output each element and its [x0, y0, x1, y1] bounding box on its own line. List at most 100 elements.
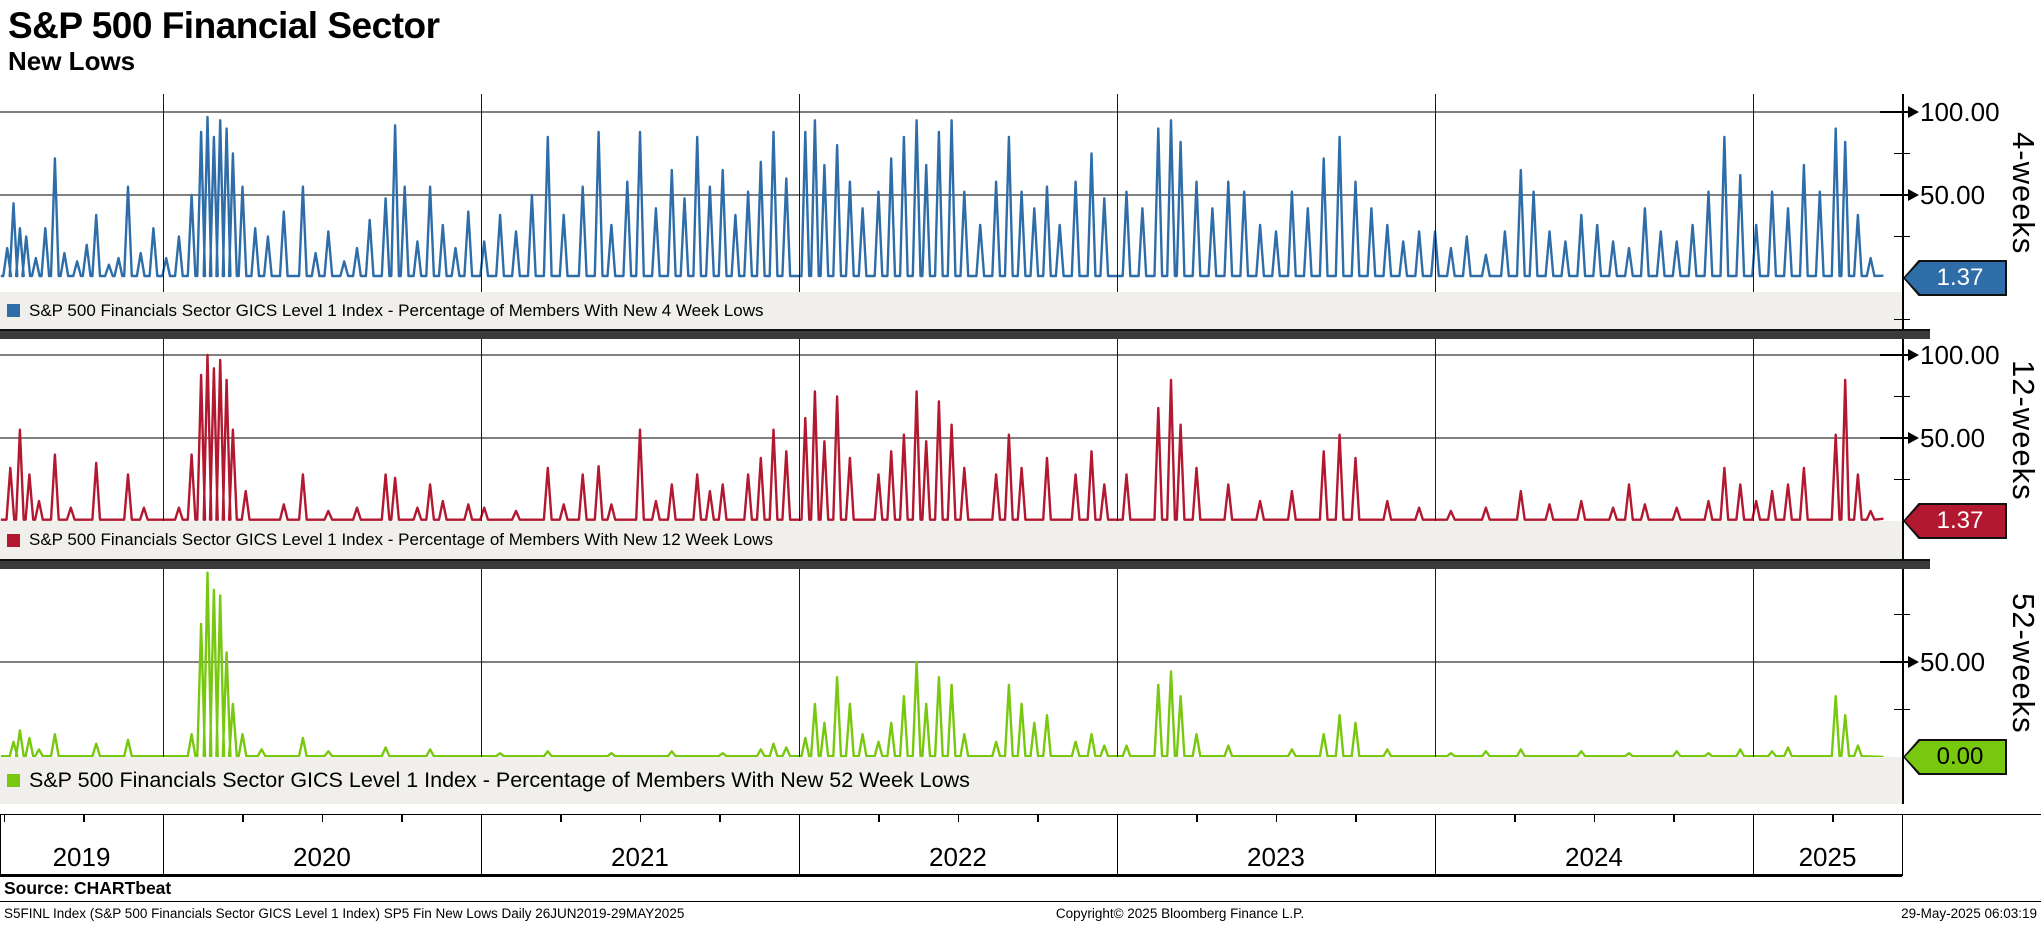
x-tick-quarter [321, 815, 324, 822]
y-tick-minor [1894, 613, 1910, 616]
y-tick-label: 100.00 [1920, 97, 2000, 127]
gridline-year [480, 94, 482, 329]
y-tick-major [1880, 194, 1910, 196]
y-axis-title: 12-weeks [2006, 359, 2041, 501]
legend-4-weeks: S&P 500 Financials Sector GICS Level 1 I… [0, 292, 1902, 329]
y-tick-major [1880, 661, 1910, 663]
y-tick-arrow-icon [1908, 656, 1919, 668]
page-subtitle: New Lows [8, 46, 136, 76]
y-axis-line [1902, 569, 1904, 804]
gridline-year [162, 339, 164, 559]
x-axis: 2019 2020 2021 2022 2023 2024 2025 [0, 814, 2041, 877]
y-tick-arrow-icon [1908, 432, 1919, 444]
x-axis-year-label: 2024 [1565, 842, 1623, 872]
x-axis-year-label: 2022 [929, 842, 987, 872]
x-axis-year-separator [1434, 815, 1436, 876]
x-axis-year-separator [1902, 815, 1903, 876]
gridline-year [480, 339, 482, 559]
x-tick-quarter [401, 815, 403, 822]
legend-label: S&P 500 Financials Sector GICS Level 1 I… [29, 768, 970, 792]
legend-label: S&P 500 Financials Sector GICS Level 1 I… [29, 530, 773, 549]
y-tick-label: 50.00 [1920, 647, 1986, 677]
y-axis-title: 52-weeks [2006, 592, 2041, 734]
gridline-year [480, 569, 482, 804]
timestamp: 29-May-2025 06:03:19 [1901, 906, 2037, 921]
x-axis-year-label: 2025 [1798, 842, 1857, 872]
x-tick-quarter [1673, 815, 1675, 822]
y-tick-label: 50.00 [1920, 180, 1986, 210]
y-tick-minor [1894, 152, 1910, 155]
x-tick-quarter [1832, 815, 1834, 822]
gridline-year [798, 94, 800, 329]
y-tick-minor [1894, 708, 1910, 711]
y-tick-minor [1894, 235, 1910, 238]
x-tick-quarter [878, 815, 880, 822]
x-tick-quarter [83, 815, 85, 822]
security-info: S5FINL Index (S&P 500 Financials Sector … [4, 906, 685, 921]
last-value-text: 1.37 [1936, 507, 1984, 534]
y-tick-arrow-icon [1908, 106, 1919, 118]
x-axis-bottom-border [0, 874, 1902, 877]
gridline-year [162, 94, 164, 329]
gridline-year [162, 569, 164, 804]
y-tick-label: 50.00 [1920, 423, 1986, 453]
y-axis-line [1902, 339, 1904, 559]
x-tick-quarter [1275, 815, 1278, 822]
plot-area-52-weeks [0, 571, 1902, 759]
gridline-year [1116, 569, 1118, 804]
gridline-year [1752, 94, 1754, 329]
x-axis-year-separator [1752, 815, 1754, 876]
gridline-year [1116, 339, 1118, 559]
y-tick-major [1880, 354, 1910, 356]
panel-divider [0, 329, 1930, 339]
gridline-year [1434, 339, 1436, 559]
x-tick-quarter [1355, 815, 1357, 822]
x-axis-year-separator [0, 815, 1, 876]
x-tick-quarter [1514, 815, 1516, 822]
last-value-text: 0.00 [1936, 743, 1984, 770]
gridline-year [1116, 94, 1118, 329]
panel-12-weeks: S&P 500 Financials Sector GICS Level 1 I… [0, 339, 2041, 559]
x-tick-quarter [639, 815, 642, 822]
x-tick-quarter [1593, 815, 1596, 822]
x-tick-quarter [1196, 815, 1198, 822]
gridline-year [798, 569, 800, 804]
x-axis-year-label: 2019 [52, 842, 111, 872]
x-tick-quarter [957, 815, 960, 822]
x-tick-quarter [3, 815, 6, 822]
gridline-year [1434, 94, 1436, 329]
y-axis-title: 4-weeks [2006, 131, 2041, 255]
legend-52-weeks: S&P 500 Financials Sector GICS Level 1 I… [0, 757, 1902, 804]
data-line-52-weeks [0, 571, 1884, 759]
x-axis-year-separator [480, 815, 482, 876]
x-axis-year-label: 2020 [293, 842, 351, 872]
page-title: S&P 500 Financial Sector [8, 5, 440, 46]
y-tick-minor [1894, 478, 1910, 481]
y-tick-arrow-icon [1908, 349, 1919, 361]
y-tick-major [1880, 111, 1910, 113]
x-tick-quarter [1037, 815, 1039, 822]
last-value-badge: 0.00 [1903, 739, 2007, 775]
x-axis-year-separator [162, 815, 164, 876]
chart-footer: Source: CHARTbeat S5FINL Index (S&P 500 … [0, 875, 2041, 930]
chart-header: S&P 500 Financial Sector New Lows [0, 0, 2041, 94]
panel-divider [0, 559, 1930, 569]
y-tick-minor [1894, 318, 1910, 321]
plot-area-4-weeks [0, 111, 1902, 278]
panel-4-weeks: S&P 500 Financials Sector GICS Level 1 I… [0, 94, 2041, 329]
legend-swatch-icon [7, 774, 20, 787]
legend-swatch-icon [7, 533, 20, 547]
legend-swatch-icon [7, 304, 20, 317]
source-label: Source: CHARTbeat [4, 878, 172, 898]
footer-rule [0, 901, 2041, 902]
legend-label: S&P 500 Financials Sector GICS Level 1 I… [29, 300, 764, 320]
x-axis-year-label: 2023 [1247, 842, 1305, 872]
last-value-badge: 1.37 [1903, 260, 2007, 296]
y-tick-label: 100.00 [1920, 340, 2000, 370]
gridline-year [1434, 569, 1436, 804]
last-value-text: 1.37 [1936, 264, 1984, 291]
last-value-badge: 1.37 [1903, 503, 2007, 539]
gridline-year [798, 339, 800, 559]
y-tick-arrow-icon [1908, 189, 1919, 201]
x-axis-year-separator [1116, 815, 1118, 876]
